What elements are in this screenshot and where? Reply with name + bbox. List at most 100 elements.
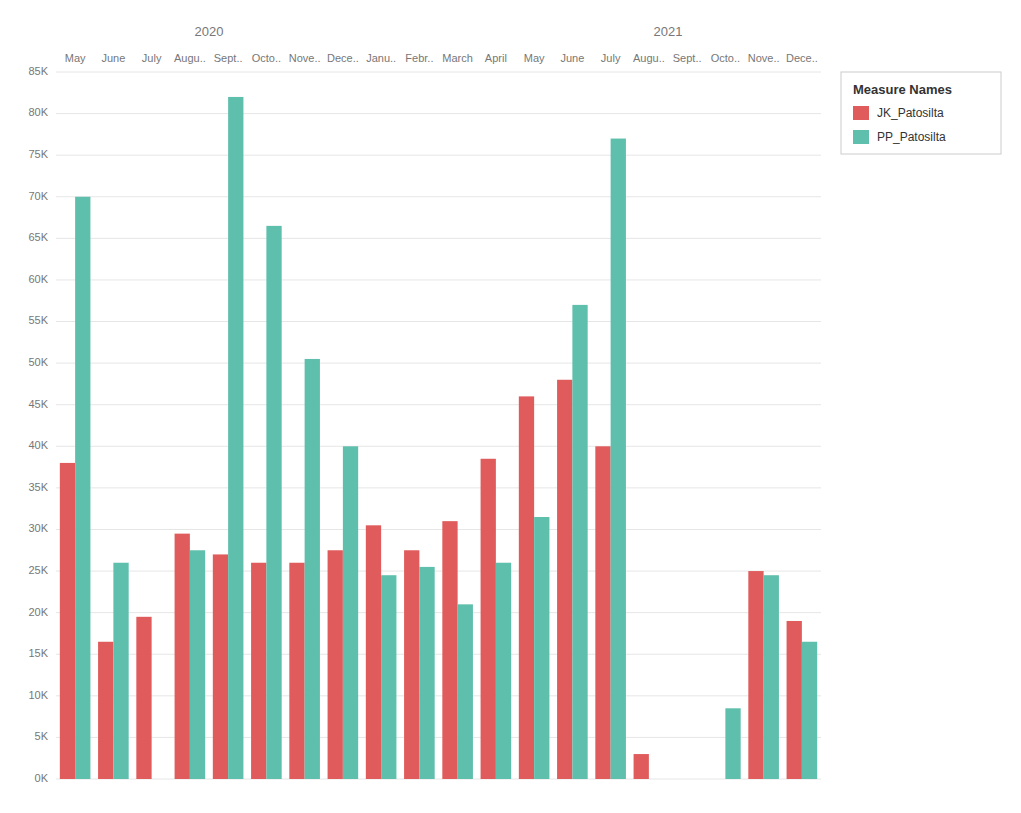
grid-line	[56, 737, 821, 738]
y-tick-label: 65K	[28, 231, 48, 243]
x-tick-label: Nove..	[289, 52, 321, 64]
y-tick-label: 60K	[28, 273, 48, 285]
bar	[305, 359, 320, 779]
bar	[404, 550, 419, 779]
grid-line	[56, 279, 821, 280]
y-tick-label: 30K	[28, 522, 48, 534]
legend-title: Measure Names	[853, 82, 952, 97]
bar	[442, 521, 457, 779]
bar	[136, 617, 151, 779]
bar	[611, 139, 626, 779]
x-tick-label: Octo..	[711, 52, 740, 64]
y-tick-label: 25K	[28, 564, 48, 576]
annotation: 2020	[195, 24, 224, 39]
x-tick-label: Augu..	[174, 52, 206, 64]
bar	[343, 446, 358, 779]
bar	[289, 563, 304, 779]
legend-entry: JK_Patosilta	[877, 106, 944, 120]
x-tick-label: Nove..	[748, 52, 780, 64]
bar	[764, 575, 779, 779]
grid-line	[56, 155, 821, 156]
annotation: 2021	[654, 24, 683, 39]
x-tick-label: June	[560, 52, 584, 64]
bar	[572, 305, 587, 779]
grid-line	[56, 196, 821, 197]
y-tick-label: 15K	[28, 647, 48, 659]
bars	[60, 97, 817, 779]
x-tick-label: Febr..	[405, 52, 433, 64]
bar	[175, 534, 190, 779]
grid-line	[56, 404, 821, 405]
bar	[787, 621, 802, 779]
grid-line	[56, 446, 821, 447]
bar	[496, 563, 511, 779]
y-tick-label: 10K	[28, 689, 48, 701]
bar	[534, 517, 549, 779]
x-tick-label: June	[101, 52, 125, 64]
grid-line	[56, 779, 821, 780]
bar	[366, 525, 381, 779]
bar	[266, 226, 281, 779]
x-tick-label: Augu..	[633, 52, 665, 64]
legend-entry: PP_Patosilta	[877, 130, 946, 144]
y-tick-label: 45K	[28, 398, 48, 410]
legend: Measure Names JK_Patosilta PP_Patosilta	[841, 72, 1001, 154]
x-tick-label: Octo..	[252, 52, 281, 64]
grid-line	[56, 695, 821, 696]
y-tick-label: 80K	[28, 106, 48, 118]
grid-line	[56, 321, 821, 322]
bar	[557, 380, 572, 779]
bar	[458, 604, 473, 779]
grid-line	[56, 529, 821, 530]
grid-line	[56, 654, 821, 655]
chart: 0K 5K 10K 15K 20K 25K 30K 35K 40K 45K 50K 55K 60K 65K…	[0, 0, 1021, 813]
y-tick-label: 55K	[28, 314, 48, 326]
bar	[595, 446, 610, 779]
y-tick-label: 20K	[28, 606, 48, 618]
x-tick-label: July	[142, 52, 162, 64]
y-tick-label: 85K	[28, 65, 48, 77]
x-tick-label: July	[601, 52, 621, 64]
bar	[75, 197, 90, 779]
bar	[98, 642, 113, 779]
bar	[519, 396, 534, 779]
grid-line	[56, 72, 821, 73]
legend-swatch	[853, 130, 869, 144]
legend-swatch	[853, 106, 869, 120]
x-tick-label: May	[524, 52, 545, 64]
grid-line	[56, 571, 821, 572]
bar	[481, 459, 496, 779]
grid-line	[56, 487, 821, 488]
bar	[328, 550, 343, 779]
bar	[190, 550, 205, 779]
x-tick-label: Janu..	[366, 52, 396, 64]
y-tick-label: 75K	[28, 148, 48, 160]
grid	[56, 72, 821, 779]
legend-frame	[841, 72, 1001, 154]
bar	[634, 754, 649, 779]
bar	[419, 567, 434, 779]
grid-line	[56, 363, 821, 364]
x-tick-label: Dece..	[327, 52, 359, 64]
y-tick-label: 5K	[35, 730, 49, 742]
bar	[725, 708, 740, 779]
bar	[381, 575, 396, 779]
x-tick-label: Sept..	[673, 52, 702, 64]
x-tick-label: Dece..	[786, 52, 818, 64]
grid-line	[56, 113, 821, 114]
x-tick-label: May	[65, 52, 86, 64]
bar	[113, 563, 128, 779]
y-tick-label: 50K	[28, 356, 48, 368]
grid-line	[56, 238, 821, 239]
x-tick-label: March	[442, 52, 473, 64]
grid-line	[56, 612, 821, 613]
bar	[213, 554, 228, 779]
x-tick-label: April	[485, 52, 507, 64]
y-tick-label: 70K	[28, 190, 48, 202]
bar	[60, 463, 75, 779]
y-tick-label: 0K	[35, 772, 49, 784]
bar	[228, 97, 243, 779]
bar	[251, 563, 266, 779]
y-tick-label: 35K	[28, 481, 48, 493]
y-tick-label: 40K	[28, 439, 48, 451]
